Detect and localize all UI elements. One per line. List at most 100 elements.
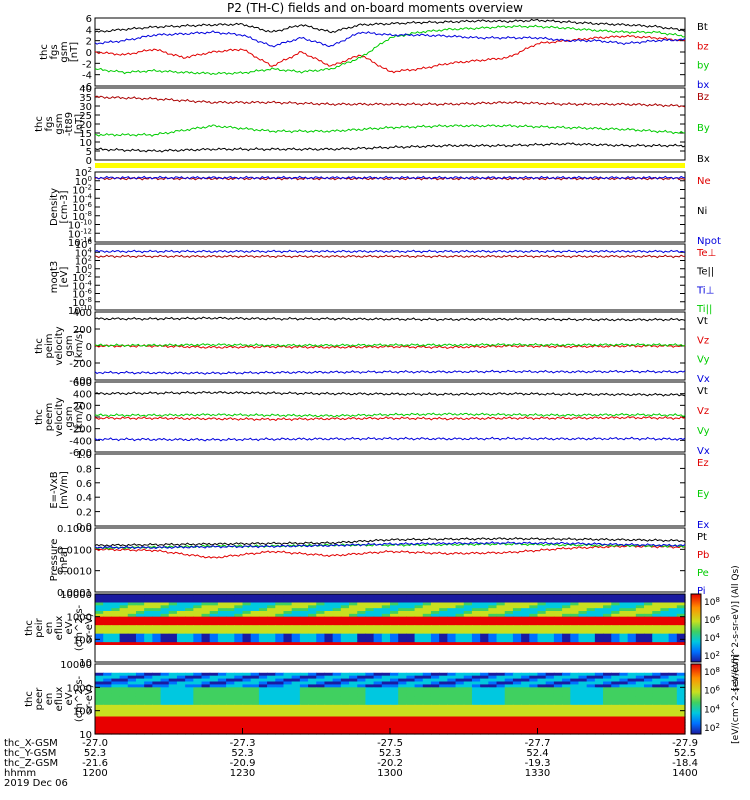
y-tick-label: 6 [86,14,92,25]
heatmap-cell [586,622,596,626]
heatmap-cell [529,710,539,715]
heatmap-cell [627,628,637,632]
heatmap-cell [422,699,432,703]
heatmap-cell [127,725,137,729]
heatmap-cell [578,666,588,671]
heatmap-cell [390,707,399,712]
heatmap-cell [414,653,424,657]
heatmap-cell [95,675,104,680]
heatmap-cell [217,650,227,655]
heatmap-cell [291,687,301,691]
heatmap-cell [553,693,563,697]
heatmap-cell [586,608,596,612]
y-axis-label: thc [24,691,35,707]
heatmap-cell [234,596,244,601]
heatmap-cell [537,693,547,697]
heatmap-cell [152,645,162,649]
heatmap-cell [430,608,440,612]
heatmap-cell [406,716,416,721]
heatmap-cell [275,699,285,703]
heatmap-cell [373,653,383,657]
heatmap-cell [193,699,203,703]
heatmap-cell [537,704,547,709]
heatmap-cell [488,675,498,680]
heatmap-cell [430,669,440,674]
heatmap-cell [226,653,235,657]
heatmap-cell [95,596,104,601]
heatmap-cell [488,666,498,671]
heatmap-cell [308,636,317,640]
heatmap-cell [201,672,211,677]
heatmap-cell [627,608,637,612]
heatmap-cell [488,639,498,643]
legend-entry: Te⊥ [696,248,716,259]
heatmap-cell [258,594,268,598]
heatmap-cell [570,687,580,691]
heatmap-cell [119,666,129,671]
series-vz [94,344,686,350]
y-tick-label: 15 [79,129,92,140]
heatmap-cell [529,681,539,686]
series-vx [94,369,686,375]
heatmap-cell [463,594,473,598]
heatmap-cell [308,645,317,649]
y-axis-label: thc [34,338,45,354]
heatmap-cell [267,678,276,683]
heatmap-cell [430,707,440,712]
heatmap-cell [635,616,645,621]
heatmap-cell [340,636,350,640]
heatmap-cell [471,605,481,609]
heatmap-cell [570,608,580,612]
heatmap-cell [250,605,260,609]
heatmap-cell [144,628,153,632]
y-axis-label: thc [24,620,35,636]
heatmap-cell [242,684,252,688]
heatmap-cell [660,647,670,652]
heatmap-cell [324,653,334,657]
heatmap-cell [135,707,145,712]
heatmap-cell [463,728,473,732]
heatmap-cell [422,672,432,677]
heatmap-cell [365,605,375,609]
heatmap-cell [611,707,621,712]
heatmap-cell [439,633,448,638]
heatmap-cell [234,639,244,643]
heatmap-cell [185,611,194,615]
heatmap-cell [635,693,645,697]
heatmap-cell [193,716,203,721]
heatmap-cell [185,687,194,691]
heatmap-cell [611,594,621,598]
heatmap-cell [193,650,203,655]
heatmap-cell [619,608,629,612]
heatmap-cell [332,681,342,686]
heatmap-cell [578,725,588,729]
heatmap-cell [209,659,219,663]
heatmap-cell [603,693,612,697]
heatmap-cell [242,599,252,604]
heatmap-cell [242,647,252,652]
heatmap-cell [496,669,506,674]
heatmap-cell [537,653,547,657]
heatmap-cell [570,639,580,643]
heatmap-cell [422,594,432,598]
legend-entry: Vt [697,316,708,327]
heatmap-cell [111,704,121,709]
heatmap-cell [537,701,547,706]
heatmap-cell [242,713,252,718]
heatmap-cell [578,633,588,638]
heatmap-cell [365,690,375,694]
heatmap-cell [201,678,211,683]
heatmap-cell [455,713,465,718]
heatmap-cell [340,596,350,601]
heatmap-cell [152,687,162,691]
heatmap-cell [152,630,162,635]
heatmap-cell [447,594,457,598]
heatmap-cell [603,678,612,683]
heatmap-cell [119,647,129,652]
heatmap-cell [291,693,301,697]
heatmap-cell [660,666,670,671]
y-axis-label: (cm^2-s- [74,675,85,722]
heatmap-cell [111,666,121,671]
heatmap-cell [193,602,203,606]
heatmap-cell [209,699,219,703]
